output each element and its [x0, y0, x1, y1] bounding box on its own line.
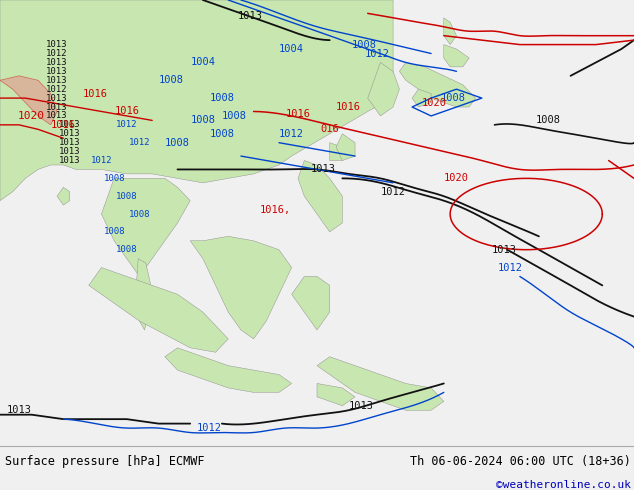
- Polygon shape: [89, 268, 228, 352]
- Text: 1012: 1012: [116, 121, 138, 129]
- Text: 1013: 1013: [46, 102, 68, 112]
- Text: 1013: 1013: [311, 165, 336, 174]
- Text: 1012: 1012: [279, 129, 304, 139]
- Polygon shape: [444, 45, 469, 67]
- Polygon shape: [317, 357, 444, 410]
- Text: 1012: 1012: [129, 138, 150, 147]
- Text: 1020: 1020: [18, 111, 45, 121]
- Text: 1008: 1008: [536, 115, 561, 125]
- Text: 1013: 1013: [349, 401, 374, 411]
- Text: 1013: 1013: [59, 156, 81, 165]
- Text: ©weatheronline.co.uk: ©weatheronline.co.uk: [496, 480, 631, 490]
- Text: Surface pressure [hPa] ECMWF: Surface pressure [hPa] ECMWF: [5, 455, 205, 468]
- Text: 1008: 1008: [209, 93, 235, 103]
- Text: 1012: 1012: [380, 187, 406, 197]
- Polygon shape: [399, 62, 476, 107]
- Text: 1016: 1016: [51, 120, 76, 130]
- Text: 1016: 1016: [114, 106, 139, 117]
- Text: 1016: 1016: [82, 89, 108, 98]
- Text: 1013: 1013: [59, 147, 81, 156]
- Text: 1012: 1012: [91, 156, 112, 165]
- Text: 1008: 1008: [222, 111, 247, 121]
- Polygon shape: [190, 236, 292, 339]
- Polygon shape: [336, 134, 355, 161]
- Text: 1008: 1008: [129, 210, 150, 219]
- Polygon shape: [0, 76, 57, 125]
- Polygon shape: [317, 384, 355, 406]
- Polygon shape: [412, 89, 431, 107]
- Polygon shape: [292, 276, 330, 330]
- Text: 1008: 1008: [209, 129, 235, 139]
- Text: 1013: 1013: [59, 121, 81, 129]
- Text: 1013: 1013: [46, 76, 68, 85]
- Polygon shape: [165, 348, 292, 392]
- Text: 1008: 1008: [190, 115, 216, 125]
- Polygon shape: [101, 178, 190, 276]
- Polygon shape: [368, 62, 399, 116]
- Text: 1004: 1004: [190, 57, 216, 68]
- Text: 1013: 1013: [46, 40, 68, 49]
- Text: 1012: 1012: [46, 49, 68, 58]
- Polygon shape: [444, 18, 456, 45]
- Text: 1004: 1004: [279, 44, 304, 54]
- Polygon shape: [298, 161, 342, 232]
- Text: 1012: 1012: [498, 263, 523, 272]
- Polygon shape: [136, 259, 151, 330]
- Polygon shape: [330, 143, 342, 161]
- Polygon shape: [0, 0, 393, 201]
- Text: 1013: 1013: [46, 67, 68, 76]
- Text: Th 06-06-2024 06:00 UTC (18+36): Th 06-06-2024 06:00 UTC (18+36): [410, 455, 631, 468]
- Text: 1020: 1020: [422, 98, 447, 108]
- Text: 1008: 1008: [116, 245, 138, 254]
- Text: 1016,: 1016,: [260, 204, 292, 215]
- Polygon shape: [57, 187, 70, 205]
- Text: 1013: 1013: [46, 111, 68, 121]
- Text: 016: 016: [320, 124, 339, 134]
- Text: 1013: 1013: [491, 245, 517, 255]
- Text: 1012: 1012: [365, 49, 390, 58]
- Text: 1008: 1008: [158, 75, 184, 85]
- Text: 1008: 1008: [352, 40, 377, 49]
- Text: 1013: 1013: [46, 94, 68, 102]
- Text: 1013: 1013: [59, 138, 81, 147]
- Text: 1013: 1013: [59, 129, 81, 138]
- Text: 1012: 1012: [197, 423, 222, 433]
- Text: 1008: 1008: [103, 174, 125, 183]
- Text: 1008: 1008: [441, 93, 466, 103]
- Text: 1016: 1016: [336, 102, 361, 112]
- Text: 1013: 1013: [46, 58, 68, 67]
- Text: 1008: 1008: [103, 227, 125, 236]
- Text: 1013: 1013: [6, 405, 32, 415]
- Text: 1008: 1008: [165, 138, 190, 147]
- Text: 1012: 1012: [46, 85, 68, 94]
- Text: 1008: 1008: [116, 192, 138, 201]
- Text: 1013: 1013: [238, 11, 263, 21]
- Text: 1020: 1020: [444, 173, 469, 183]
- Text: 1016: 1016: [285, 109, 311, 119]
